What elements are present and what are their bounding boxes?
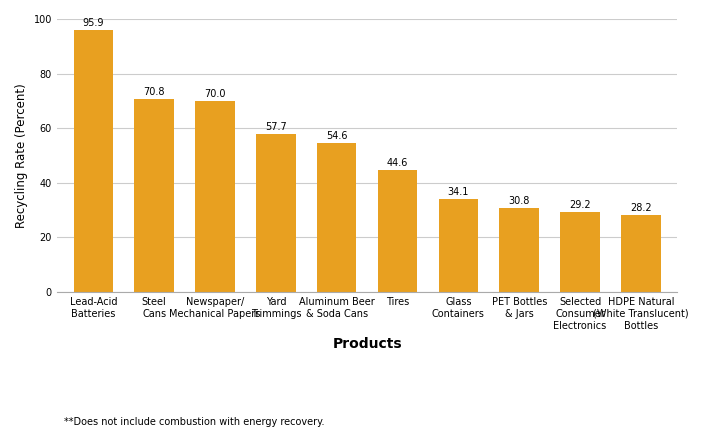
Text: 57.7: 57.7 bbox=[265, 122, 287, 133]
Bar bbox=[195, 101, 235, 292]
Bar bbox=[621, 215, 661, 292]
X-axis label: Products: Products bbox=[332, 337, 402, 351]
Text: 34.1: 34.1 bbox=[447, 187, 469, 197]
Bar bbox=[378, 170, 417, 292]
Text: 30.8: 30.8 bbox=[508, 196, 530, 206]
Text: 28.2: 28.2 bbox=[630, 203, 652, 213]
Bar bbox=[317, 143, 357, 292]
Bar bbox=[74, 30, 113, 292]
Bar bbox=[560, 212, 600, 292]
Text: 54.6: 54.6 bbox=[326, 131, 348, 141]
Text: 44.6: 44.6 bbox=[387, 158, 409, 168]
Y-axis label: Recycling Rate (Percent): Recycling Rate (Percent) bbox=[15, 83, 28, 228]
Text: 95.9: 95.9 bbox=[83, 18, 104, 28]
Text: **Does not include combustion with energy recovery.: **Does not include combustion with energ… bbox=[64, 417, 324, 427]
Bar bbox=[499, 208, 539, 292]
Text: 70.8: 70.8 bbox=[144, 87, 165, 97]
Bar bbox=[135, 99, 174, 292]
Text: 29.2: 29.2 bbox=[569, 200, 591, 210]
Bar bbox=[439, 199, 478, 292]
Text: 70.0: 70.0 bbox=[204, 89, 226, 99]
Bar bbox=[256, 134, 296, 292]
